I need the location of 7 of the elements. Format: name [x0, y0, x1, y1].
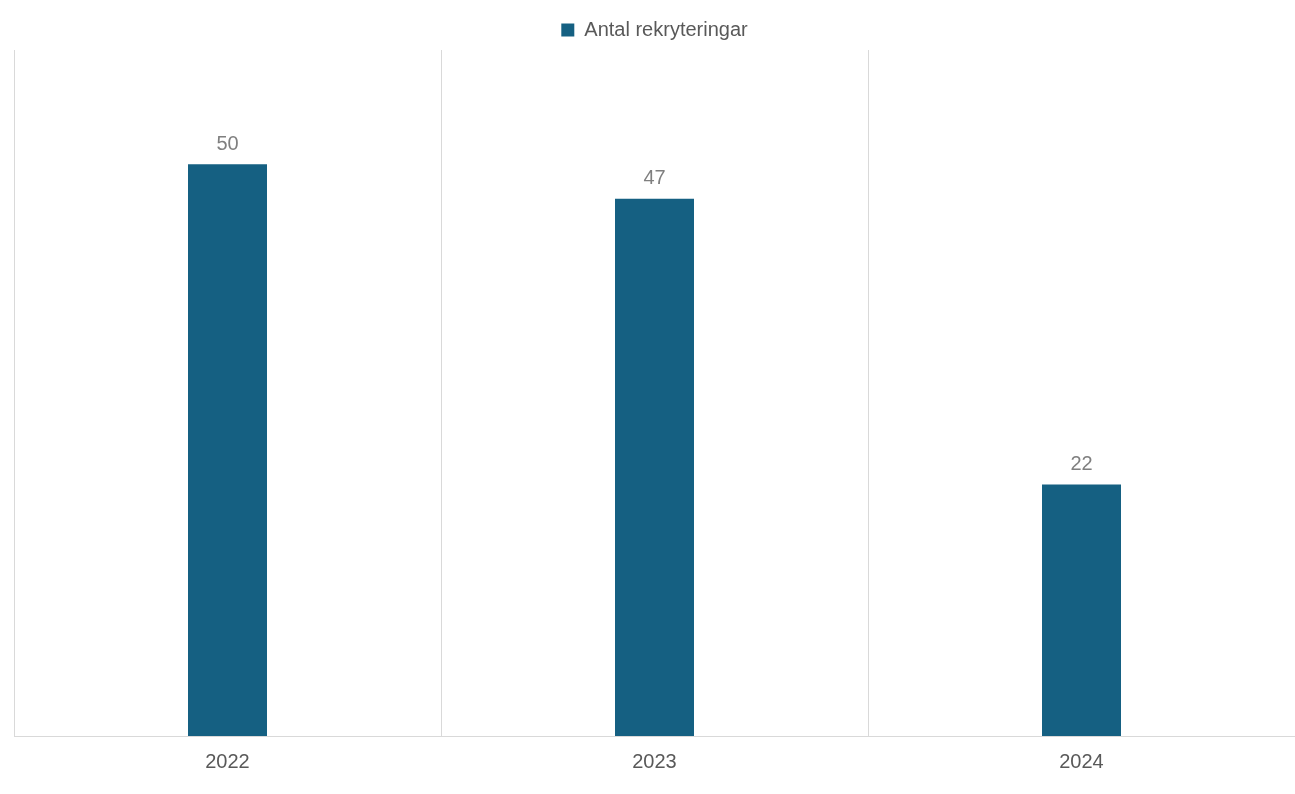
x-tick-label: 2023	[632, 749, 677, 772]
x-tick-label: 2024	[1059, 749, 1104, 772]
data-label: 22	[1070, 451, 1093, 474]
legend-label: Antal rekryteringar	[584, 17, 749, 40]
data-label: 50	[216, 131, 239, 154]
x-tick-label: 2022	[205, 749, 250, 772]
data-label: 47	[643, 166, 666, 189]
